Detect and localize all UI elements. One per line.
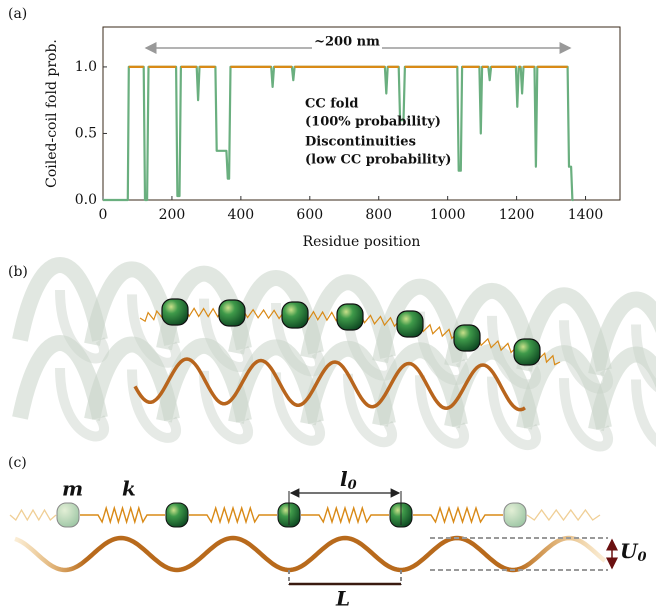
symbol-base: U [620,539,639,563]
helix-ribbon [55,367,109,442]
annotation: ~200 nm [314,35,380,50]
helix-ribbon [372,278,468,364]
symbol-L: L [335,587,350,610]
annotation: (100% probability) [305,115,441,130]
panel-b-diagram [12,257,656,452]
y-tick-label: 0.5 [75,125,97,141]
bead [218,299,246,327]
helix-ribbon [516,345,612,430]
panel-label: (c) [8,455,27,471]
y-axis-label: Coiled-coil fold prob. [44,39,60,188]
spring [80,505,165,525]
helix-ribbon [271,372,325,446]
x-tick-label: 0 [99,207,108,223]
helix-ribbon [487,376,541,451]
bead [281,301,309,329]
data-line [103,65,574,202]
symbol-l0: l0 [340,467,357,493]
bead [453,324,481,352]
helix-ribbon [228,339,324,424]
spring [301,505,389,525]
x-tick-label: 600 [296,207,323,223]
bead [161,298,189,326]
symbol-sub: 0 [637,550,646,565]
helix-ribbon [300,340,396,426]
y-tick-label: 1.0 [75,59,97,75]
helix-ribbon [588,346,656,432]
helix-ribbon [199,370,253,445]
plot-frame [102,26,621,201]
helix-ribbon [156,338,252,423]
helix-ribbon [12,335,108,420]
y-tick-label: 0.0 [75,192,97,208]
helix-ribbon [588,291,656,377]
helix-ribbon [12,257,108,342]
potential-wave [14,535,607,573]
potential-wave [133,357,526,412]
legend-label: Discontinuities [305,135,416,150]
helix-ribbon [415,375,469,449]
bead [165,502,189,528]
bead [56,502,80,528]
helix-ribbon [127,369,181,443]
x-tick-label: 1400 [568,207,604,223]
bead [396,310,424,338]
helix-ribbon [516,287,612,372]
symbol-base: l [340,467,348,491]
symbol-m: m [62,477,83,501]
panel-label: (b) [8,264,28,280]
x-axis-label: Residue position [303,234,421,250]
panel-c-diagram [9,488,618,586]
spring [413,505,503,525]
symbol-sub: 0 [348,478,357,493]
helix-ribbon [300,274,396,359]
spring [9,508,57,522]
x-tick-label: 1000 [430,207,466,223]
helix-ribbon [631,379,656,447]
bead [336,303,364,331]
x-tick-label: 200 [159,207,186,223]
spring [189,505,277,525]
x-tick-label: 800 [365,207,392,223]
label-bg [312,34,382,50]
symbol-u0: U0 [620,539,647,565]
helix-ribbon [559,378,613,452]
panel-label: (a) [8,6,27,22]
x-tick-label: 400 [227,207,254,223]
bead [503,502,527,528]
legend-label: CC fold [305,97,359,112]
annotation: (low CC probability) [305,153,451,168]
helix-ribbon [343,373,397,448]
chart-a: 0 200 400 600 800 1000 1200 1400 0.0 0.5 1.0 Residu… [44,26,621,250]
spring [526,508,601,522]
x-tick-label: 1200 [499,207,535,223]
symbol-k: k [122,477,136,501]
bead [513,338,541,366]
